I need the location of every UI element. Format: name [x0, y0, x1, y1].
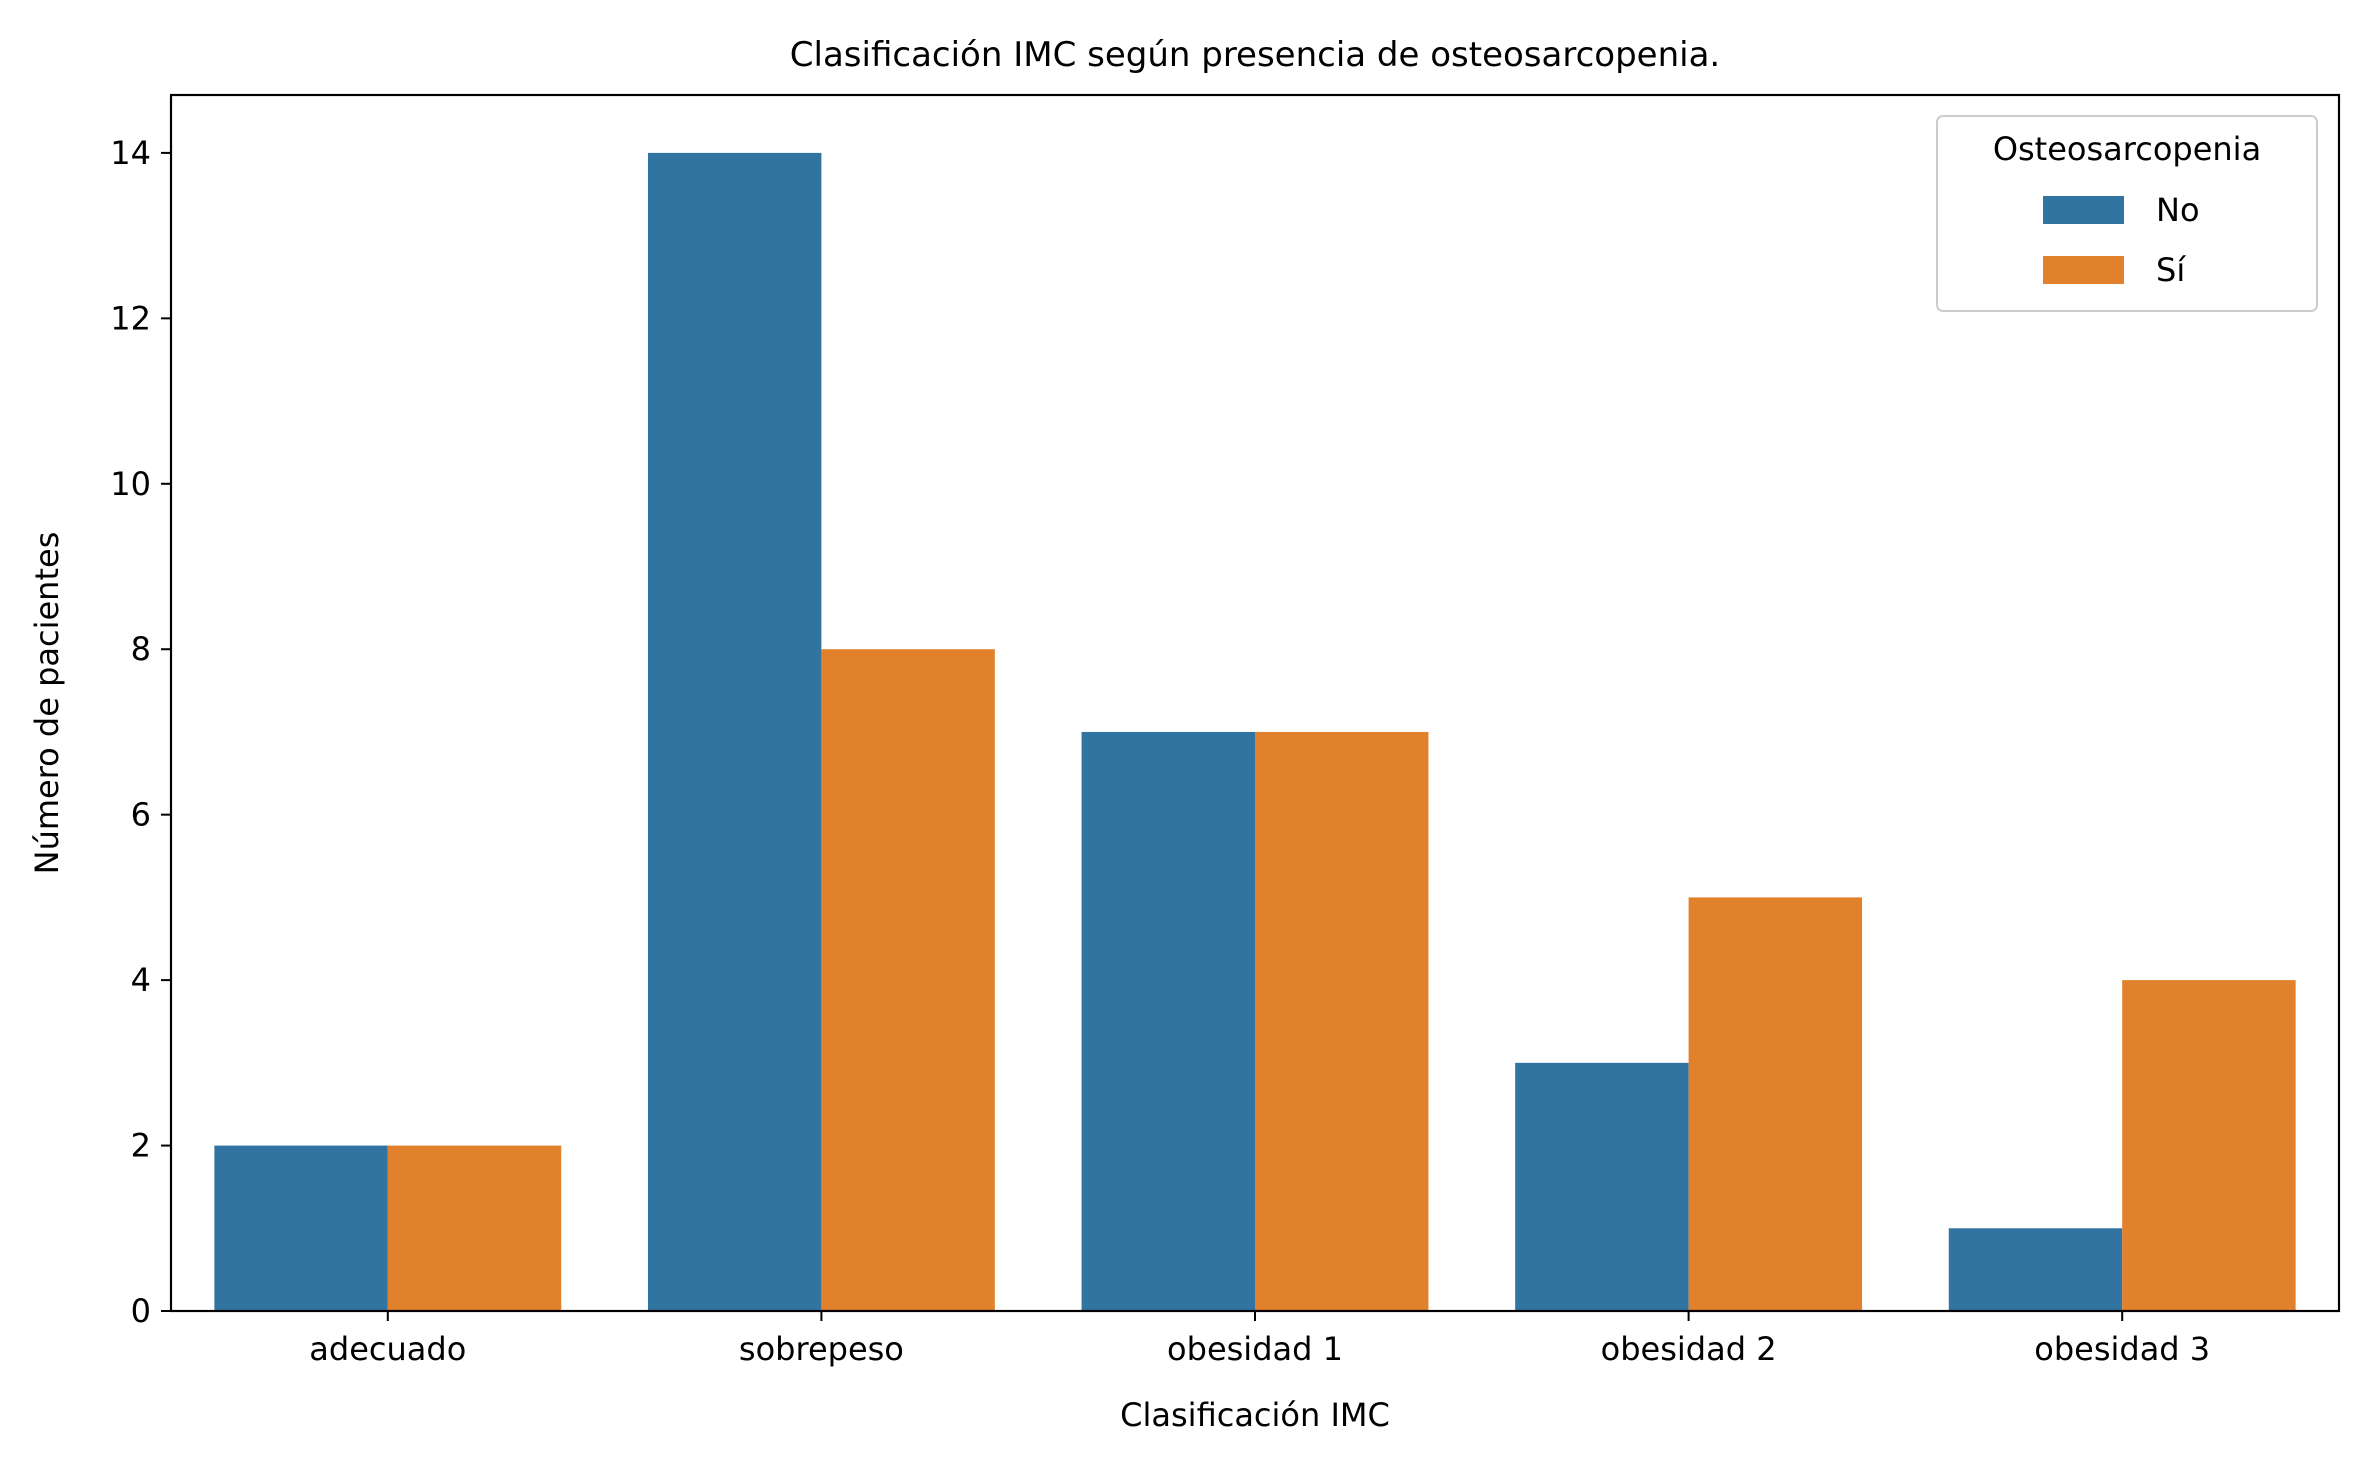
bar-no-adecuado [214, 1145, 388, 1311]
legend-swatch-si [2043, 256, 2124, 284]
legend: Osteosarcopenia No Sí [1936, 115, 2318, 312]
bar-si-obesidad-1 [1255, 731, 1429, 1311]
y-tick-label: 6 [131, 796, 151, 834]
x-axis-label: Clasificación IMC [1120, 1396, 1390, 1434]
x-tick-label: obesidad 1 [1167, 1330, 1343, 1368]
plot-frame [169, 93, 2341, 1313]
y-tick-label: 4 [131, 961, 151, 999]
y-tick-label: 12 [110, 299, 151, 337]
y-tick-label: 8 [131, 630, 151, 668]
bar-si-sobrepeso [821, 649, 995, 1311]
legend-swatch-no [2043, 196, 2124, 224]
y-tick-label: 10 [110, 465, 151, 503]
chart-title: Clasificación IMC según presencia de ost… [790, 35, 1720, 75]
legend-box [1936, 115, 2318, 312]
y-tick-label: 14 [110, 134, 151, 172]
x-tick-label: adecuado [309, 1330, 466, 1368]
plot-area [214, 152, 2296, 1311]
legend-title: Osteosarcopenia [1993, 130, 2261, 168]
bar-no-obesidad-1 [1081, 731, 1255, 1311]
x-axis: adecuado sobrepeso obesidad 1 obesidad 2 obe… [309, 1311, 2210, 1368]
x-tick-label: obesidad 3 [2034, 1330, 2210, 1368]
x-tick-label: sobrepeso [739, 1330, 904, 1368]
bar-si-obesidad-3 [2122, 980, 2296, 1311]
bar-si-obesidad-2 [1688, 897, 1863, 1311]
bar-no-obesidad-3 [1948, 1228, 2123, 1311]
x-tick-label: obesidad 2 [1601, 1330, 1777, 1368]
y-axis-label: Número de pacientes [28, 532, 66, 875]
bar-si-adecuado [387, 1145, 562, 1311]
y-axis: 0 2 4 6 8 10 12 14 [110, 134, 171, 1330]
legend-label-no: No [2156, 191, 2200, 229]
bar-no-obesidad-2 [1515, 1062, 1689, 1311]
y-tick-label: 0 [131, 1292, 151, 1330]
legend-label-si: Sí [2156, 251, 2186, 289]
bar-no-sobrepeso [647, 152, 822, 1311]
y-tick-label: 2 [131, 1127, 151, 1165]
